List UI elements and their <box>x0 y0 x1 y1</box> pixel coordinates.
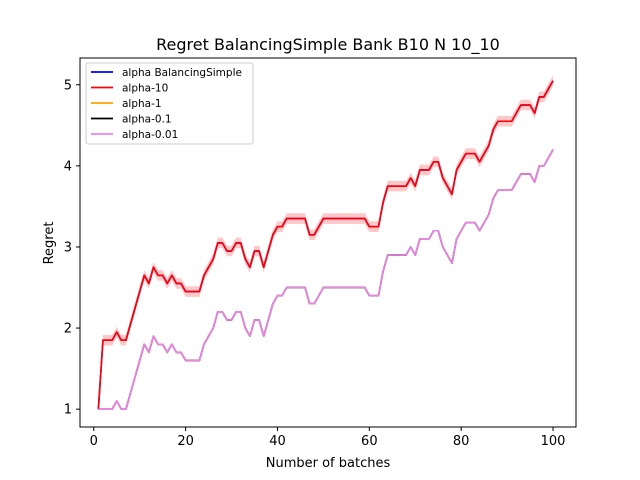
legend-box <box>85 62 254 145</box>
chart-title: Regret BalancingSimple Bank B10 N 10_10 <box>156 35 500 55</box>
y-axis: 1 2 3 4 5 <box>64 78 80 418</box>
x-axis: 0 20 40 60 80 100 <box>90 427 566 449</box>
x-tick-label-2: 40 <box>269 434 286 449</box>
y-tick-label-3: 4 <box>64 159 72 174</box>
y-tick-label-4: 5 <box>64 78 72 93</box>
legend-label-4: alpha-0.01 <box>122 129 178 141</box>
x-tick-label-4: 80 <box>453 434 470 449</box>
x-tick-label-0: 0 <box>90 434 98 449</box>
series-line-1 <box>97 80 554 410</box>
y-tick-label-0: 1 <box>64 403 72 418</box>
y-axis-label: Regret <box>42 222 57 265</box>
plot-area <box>97 75 554 415</box>
y-tick-label-2: 3 <box>64 240 72 255</box>
series-line-4 <box>98 149 554 410</box>
x-axis-label: Number of batches <box>266 456 391 471</box>
legend-label-2: alpha-1 <box>122 98 162 110</box>
x-tick-label-3: 60 <box>361 434 378 449</box>
x-tick-label-5: 100 <box>541 434 566 449</box>
legend-label-0: alpha BalancingSimple <box>122 67 242 79</box>
axes-frame <box>79 57 577 428</box>
legend: alpha BalancingSimple alpha-10 alpha-1 alph… <box>85 62 254 145</box>
y-tick-label-1: 2 <box>64 322 72 337</box>
x-tick-label-1: 20 <box>177 434 194 449</box>
legend-label-1: alpha-10 <box>122 83 168 95</box>
legend-label-3: alpha-0.1 <box>122 114 172 126</box>
